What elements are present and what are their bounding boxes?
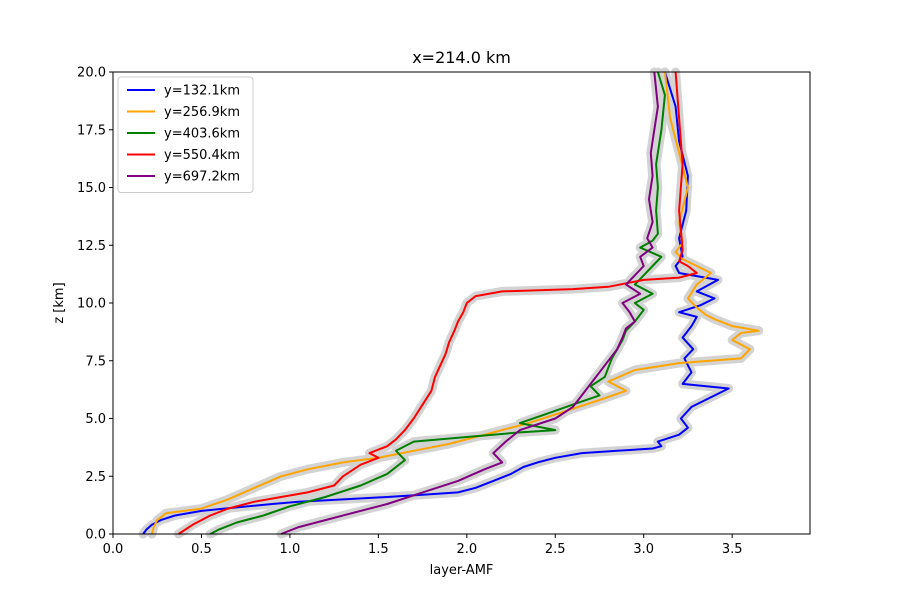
x-tick-label: 0.5 bbox=[191, 542, 212, 557]
y-tick-label: 17.5 bbox=[77, 123, 106, 138]
y-tick-label: 20.0 bbox=[77, 66, 106, 81]
series-line-5 bbox=[280, 71, 659, 535]
legend-entry-label: y=256.9km bbox=[164, 105, 240, 120]
x-tick-label: 2.5 bbox=[545, 542, 566, 557]
y-axis-label: z [km] bbox=[52, 282, 67, 323]
legend-entry-label: y=697.2km bbox=[164, 170, 240, 185]
y-tick-label: 7.5 bbox=[85, 354, 106, 369]
y-tick-label: 12.5 bbox=[77, 239, 106, 254]
x-tick-label: 1.0 bbox=[280, 542, 301, 557]
y-tick-label: 15.0 bbox=[77, 181, 106, 196]
y-tick-label: 5.0 bbox=[85, 412, 106, 427]
x-tick-label: 2.0 bbox=[456, 542, 477, 557]
series-lines bbox=[142, 71, 760, 535]
x-tick-label: 0.0 bbox=[103, 542, 124, 557]
y-tick-label: 10.0 bbox=[77, 297, 106, 312]
legend-entry-label: y=132.1km bbox=[164, 84, 240, 99]
x-tick-label: 1.5 bbox=[368, 542, 389, 557]
y-tick-label: 0.0 bbox=[85, 528, 106, 543]
y-axis-ticks: 0.0 2.5 5.0 7.5 10.0 12.5 15.0 17.5 20.0 bbox=[77, 66, 113, 543]
legend-box bbox=[117, 76, 254, 193]
series-line-2 bbox=[150, 71, 760, 535]
legend-entry-label: y=403.6km bbox=[164, 127, 240, 142]
x-axis-ticks: 0.0 0.5 1.0 1.5 2.0 2.5 3.0 3.5 bbox=[103, 534, 743, 557]
legend-entry-label: y=550.4km bbox=[164, 148, 240, 163]
x-axis-label: layer-AMF bbox=[430, 563, 494, 578]
x-tick-label: 3.0 bbox=[633, 542, 654, 557]
chart-title: x=214.0 km bbox=[412, 48, 511, 67]
legend: y=132.1km y=256.9km y=403.6km y=550.4km y=69… bbox=[117, 76, 254, 193]
series-line-4 bbox=[177, 71, 698, 535]
x-tick-label: 3.5 bbox=[722, 542, 743, 557]
series-line-3 bbox=[209, 71, 666, 535]
y-tick-label: 2.5 bbox=[85, 470, 106, 485]
